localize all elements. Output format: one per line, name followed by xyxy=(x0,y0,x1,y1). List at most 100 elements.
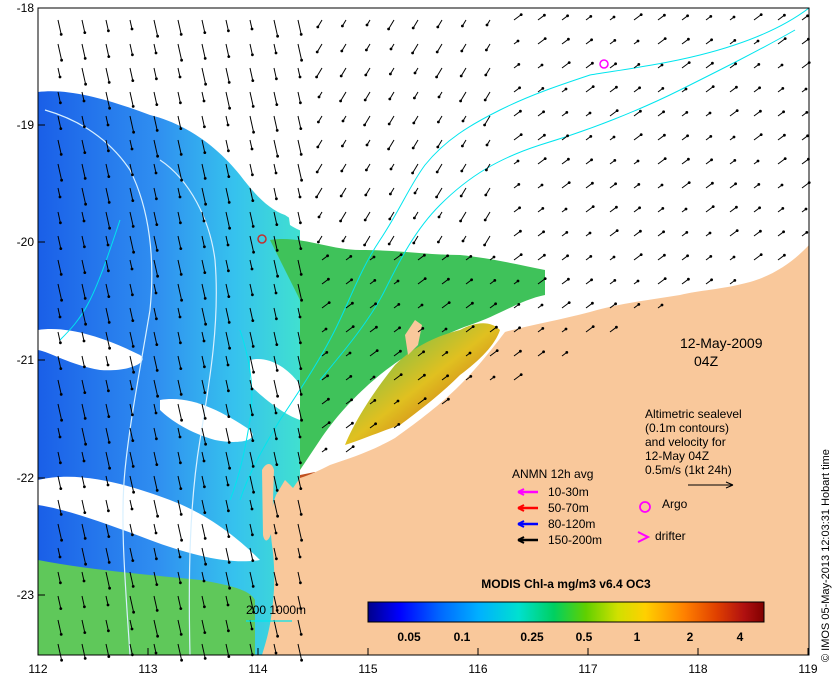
velocity-arrow-head xyxy=(276,634,279,638)
velocity-arrow-head xyxy=(339,219,342,223)
velocity-arrow-head xyxy=(783,37,787,40)
velocity-arrow xyxy=(105,67,110,83)
velocity-arrow xyxy=(81,427,87,445)
velocity-arrow-head xyxy=(251,79,255,82)
velocity-arrow-head xyxy=(363,98,367,102)
velocity-arrow-head xyxy=(179,513,183,516)
legend-label: 80-120m xyxy=(548,517,595,531)
velocity-arrow-head xyxy=(179,101,182,105)
velocity-arrow-head xyxy=(83,177,87,180)
velocity-arrow-head xyxy=(351,445,355,448)
velocity-arrow xyxy=(129,91,134,107)
velocity-arrow xyxy=(249,499,253,510)
velocity-arrow-head xyxy=(565,351,569,354)
velocity-arrow xyxy=(201,115,205,127)
velocity-arrow-head xyxy=(154,51,158,55)
velocity-arrow-head xyxy=(711,181,714,185)
velocity-arrow xyxy=(57,547,61,558)
velocity-arrow xyxy=(105,211,111,229)
velocity-arrow-head xyxy=(339,99,342,103)
velocity-arrow xyxy=(633,14,642,21)
velocity-arrow-head xyxy=(317,95,321,99)
land-mass xyxy=(262,245,809,655)
velocity-arrow-head xyxy=(179,393,183,396)
velocity-arrow xyxy=(297,235,302,249)
velocity-arrow xyxy=(316,43,323,53)
velocity-arrow-head xyxy=(591,85,595,88)
velocity-arrow xyxy=(225,355,229,366)
velocity-arrow-head xyxy=(251,465,255,468)
velocity-arrow-head xyxy=(437,120,440,124)
y-tick-label: -20 xyxy=(17,235,35,249)
velocity-arrow-head xyxy=(783,13,786,17)
velocity-arrow xyxy=(201,547,207,565)
velocity-arrow-head xyxy=(203,271,207,274)
velocity-arrow-head xyxy=(543,133,546,137)
velocity-arrow xyxy=(129,163,133,175)
velocity-arrow-head xyxy=(60,298,63,302)
velocity-arrow-head xyxy=(684,207,688,211)
velocity-arrow xyxy=(57,595,62,609)
velocity-arrow xyxy=(177,475,182,489)
velocity-arrow-head xyxy=(300,658,303,662)
velocity-arrow xyxy=(201,19,206,33)
velocity-arrow xyxy=(297,403,303,421)
cloud-north-coast xyxy=(285,188,355,237)
velocity-arrow-head xyxy=(540,63,544,67)
velocity-arrow-head xyxy=(250,147,254,151)
velocity-arrow-head xyxy=(663,133,666,137)
velocity-arrow-head xyxy=(156,154,160,158)
velocity-arrow-head xyxy=(566,134,569,138)
velocity-arrow-head xyxy=(709,15,713,18)
velocity-arrow-head xyxy=(154,531,158,535)
velocity-arrow-head xyxy=(155,463,159,466)
velocity-arrow-head xyxy=(543,13,546,17)
velocity-arrow xyxy=(81,475,85,487)
velocity-arrow-head xyxy=(324,327,328,331)
velocity-arrow xyxy=(153,499,159,517)
velocity-arrow xyxy=(81,187,87,205)
velocity-arrow-head xyxy=(516,159,520,163)
velocity-arrow-head xyxy=(59,607,63,610)
velocity-arrow xyxy=(249,379,253,390)
x-tick-label: 114 xyxy=(248,662,267,676)
velocity-arrow-head xyxy=(615,229,619,233)
velocity-arrow-head xyxy=(156,274,160,278)
velocity-arrow xyxy=(153,91,158,105)
velocity-arrow xyxy=(201,43,206,59)
velocity-arrow xyxy=(201,355,205,367)
legend-label: 10-30m xyxy=(548,485,589,499)
velocity-arrow-head xyxy=(131,439,135,442)
velocity-arrow-head xyxy=(485,48,488,52)
velocity-arrow xyxy=(57,331,61,343)
velocity-arrow xyxy=(388,235,395,245)
velocity-arrow xyxy=(585,206,594,213)
velocity-arrow-head xyxy=(299,101,302,105)
velocity-arrow-head xyxy=(300,538,303,542)
velocity-arrow xyxy=(177,67,181,78)
velocity-arrow-head xyxy=(781,87,785,90)
velocity-arrow xyxy=(585,86,594,93)
velocity-arrow xyxy=(801,62,810,69)
velocity-arrow-head xyxy=(387,27,390,31)
velocity-arrow-head xyxy=(59,153,63,156)
velocity-arrow-head xyxy=(710,38,713,42)
velocity-arrow-head xyxy=(413,216,416,220)
velocity-arrow xyxy=(153,43,157,54)
velocity-arrow-head xyxy=(804,207,808,211)
velocity-arrow xyxy=(129,355,135,373)
velocity-arrow xyxy=(225,475,229,486)
velocity-arrow-head xyxy=(83,511,87,514)
velocity-arrow xyxy=(777,158,786,165)
velocity-arrow-head xyxy=(179,607,183,610)
velocity-arrow-head xyxy=(639,13,643,16)
plot-frame xyxy=(37,7,810,656)
velocity-arrow-head xyxy=(155,223,159,227)
velocity-arrow-head xyxy=(155,437,158,441)
velocity-arrow-head xyxy=(422,350,425,354)
velocity-arrow xyxy=(177,619,182,635)
velocity-arrow-head xyxy=(178,435,182,439)
velocity-arrow-head xyxy=(154,411,158,415)
velocity-arrow-head xyxy=(60,178,63,182)
velocity-arrow-head xyxy=(540,303,544,307)
